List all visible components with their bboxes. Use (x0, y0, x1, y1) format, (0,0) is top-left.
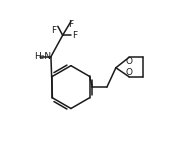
Text: F: F (68, 20, 74, 29)
Text: H₂N: H₂N (34, 52, 52, 61)
Text: O: O (126, 68, 132, 77)
Text: F: F (51, 26, 56, 35)
Text: F: F (72, 31, 78, 40)
Text: O: O (126, 57, 132, 66)
